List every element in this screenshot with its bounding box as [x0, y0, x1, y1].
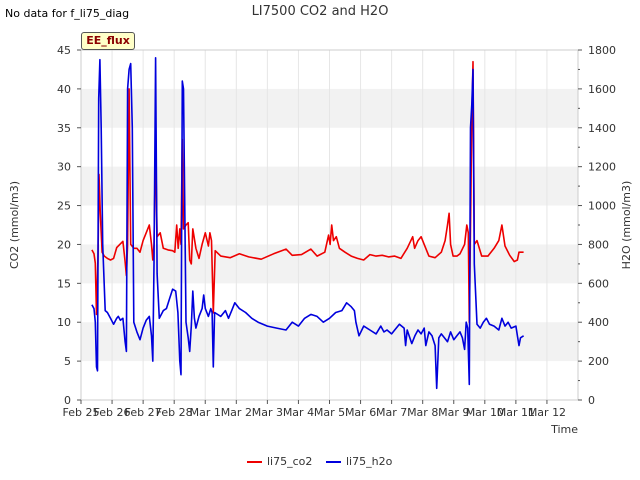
legend-label-h2o: li75_h2o [346, 455, 393, 468]
chart: Feb 25Feb 26Feb 27Feb 28Mar 1 Mar 2 Mar 3M… [0, 0, 640, 480]
y2-tick-label: 200 [588, 355, 609, 368]
y-tick-label: 10 [57, 316, 71, 329]
y-tick-label: 0 [64, 394, 71, 407]
x-tick-label: Mar 8 [407, 406, 438, 419]
y-tick-label: 25 [57, 200, 71, 213]
y2-axis-ticks: 0 200 400 600 800 1000 1200 1400 1600 1800 [578, 44, 616, 407]
y2-tick-label: 1600 [588, 83, 616, 96]
y-tick-label: 35 [57, 122, 71, 135]
y-tick-label: 5 [64, 355, 71, 368]
y2-tick-label: 600 [588, 277, 609, 290]
x-tick-label: Feb 28 [156, 406, 193, 419]
y2-tick-label: 0 [588, 394, 595, 407]
x-axis-label: Time [550, 423, 578, 436]
y2-tick-label: 1000 [588, 200, 616, 213]
y-axis-ticks: 0 5 10 15 20 25 30 35 40 45 [57, 44, 81, 407]
x-tick-label: Mar 3 [252, 406, 283, 419]
x-tick-label: Mar 1 [190, 406, 221, 419]
x-tick-label: Mar 12 [528, 406, 566, 419]
legend: li75_co2 li75_h2o [247, 455, 393, 468]
y2-tick-label: 1200 [588, 161, 616, 174]
ee-flux-tag: EE_flux [81, 32, 135, 50]
y2-tick-label: 400 [588, 316, 609, 329]
y-tick-label: 45 [57, 44, 71, 57]
x-tick-label: Mar 6 [345, 406, 376, 419]
x-tick-label: Mar 4 [283, 406, 314, 419]
y-tick-label: 20 [57, 238, 71, 251]
y2-axis-label: H2O (mmol/m3) [620, 181, 633, 270]
y-tick-label: 40 [57, 83, 71, 96]
y2-tick-label: 1400 [588, 122, 616, 135]
legend-label-co2: li75_co2 [267, 455, 312, 468]
y2-tick-label: 1800 [588, 44, 616, 57]
x-tick-label: Mar 9 [438, 406, 469, 419]
x-tick-label: Mar 2 [221, 406, 252, 419]
x-tick-label: Mar 7 [376, 406, 407, 419]
y-tick-label: 15 [57, 277, 71, 290]
y2-tick-label: 800 [588, 238, 609, 251]
x-tick-label: Mar 5 [314, 406, 345, 419]
y-tick-label: 30 [57, 161, 71, 174]
y-axis-label: CO2 (mmol/m3) [8, 181, 21, 269]
